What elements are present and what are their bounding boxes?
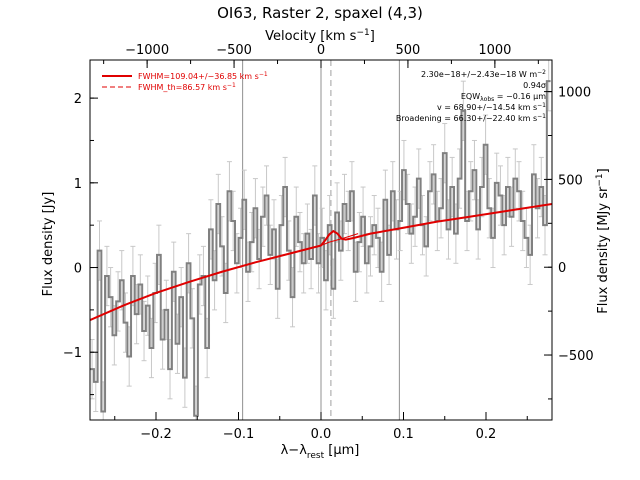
svg-text:λ−λrest [μm]: λ−λrest [μm] — [281, 443, 360, 461]
x-tick-label-bottom: 0.0 — [311, 427, 332, 442]
y-tick-label-right: 0 — [558, 261, 566, 276]
y-tick-label-right: 1000 — [558, 86, 591, 101]
x-tick-label-bottom: 0.2 — [476, 427, 497, 442]
bottom-axis-label-sub: rest — [307, 451, 325, 461]
top-axis-label-text: Velocity [km s — [265, 29, 357, 44]
top-axis-label-tail: ] — [370, 29, 375, 44]
spectrum-steps — [90, 80, 551, 417]
right-axis-label: Flux density [MJy sr−1] — [595, 168, 611, 313]
y-tick-label-left: 1 — [74, 177, 82, 192]
x-tick-label-top: 1000 — [478, 43, 511, 58]
top-axis-label: Velocity [km s−1] — [265, 28, 375, 44]
y-tick-label-right: 500 — [558, 173, 583, 188]
annotation-line: Broadening = 66.30+/−22.40 km s−1 — [396, 113, 546, 123]
right-axis-label-exp: −1 — [595, 173, 605, 186]
annotation-line: EQWλobs = −0.16 μm — [461, 92, 546, 103]
left-axis-label: Flux density [Jy] — [41, 192, 56, 297]
right-axis-label-tail: ] — [596, 168, 611, 173]
chart-title: OI63, Raster 2, spaxel (4,3) — [217, 4, 423, 22]
bottom-axis-label-unit: [μm] — [324, 443, 359, 458]
plot-area: −0.2 −0.1 0.0 0.1 0.2 −1000 −500 0 500 1000 −1 0 1 2 −… — [63, 43, 594, 442]
annotation-line: 0.94σ — [523, 81, 546, 90]
y-tick-label-left: 0 — [74, 262, 82, 277]
continuum-line — [316, 233, 359, 248]
legend-label: FWHM=109.04+/−36.85 km s−1 — [138, 71, 268, 81]
y-tick-label-right: −500 — [558, 349, 594, 364]
x-tick-label-bottom: 0.1 — [393, 427, 414, 442]
annotation-line: v = 68.90+/−14.54 km s−1 — [437, 102, 546, 112]
annotation-line: 2.30e−18+/−2.43e−18 W m−2 — [421, 69, 546, 79]
legend-label: FWHM_th=86.57 km s−1 — [138, 82, 236, 92]
svg-text:Velocity [km s−1]: Velocity [km s−1] — [265, 28, 375, 44]
y-tick-label-left: 2 — [74, 92, 82, 107]
top-axis-label-exp: −1 — [356, 28, 369, 38]
x-tick-label-top: −500 — [216, 43, 252, 58]
bottom-axis-label-text: λ−λ — [281, 443, 308, 458]
x-tick-label-top: −1000 — [125, 43, 169, 58]
right-axis-label-text: Flux density [MJy sr — [596, 186, 611, 314]
x-tick-label-bottom: −0.2 — [140, 427, 172, 442]
x-tick-label-bottom: −0.1 — [223, 427, 255, 442]
fit-line — [90, 203, 552, 321]
svg-text:Flux density [MJy sr−1]: Flux density [MJy sr−1] — [595, 168, 611, 313]
x-tick-label-top: 0 — [317, 43, 325, 58]
bottom-axis-label: λ−λrest [μm] — [281, 443, 360, 461]
x-tick-label-top: 500 — [396, 43, 421, 58]
y-tick-label-left: −1 — [63, 346, 82, 361]
